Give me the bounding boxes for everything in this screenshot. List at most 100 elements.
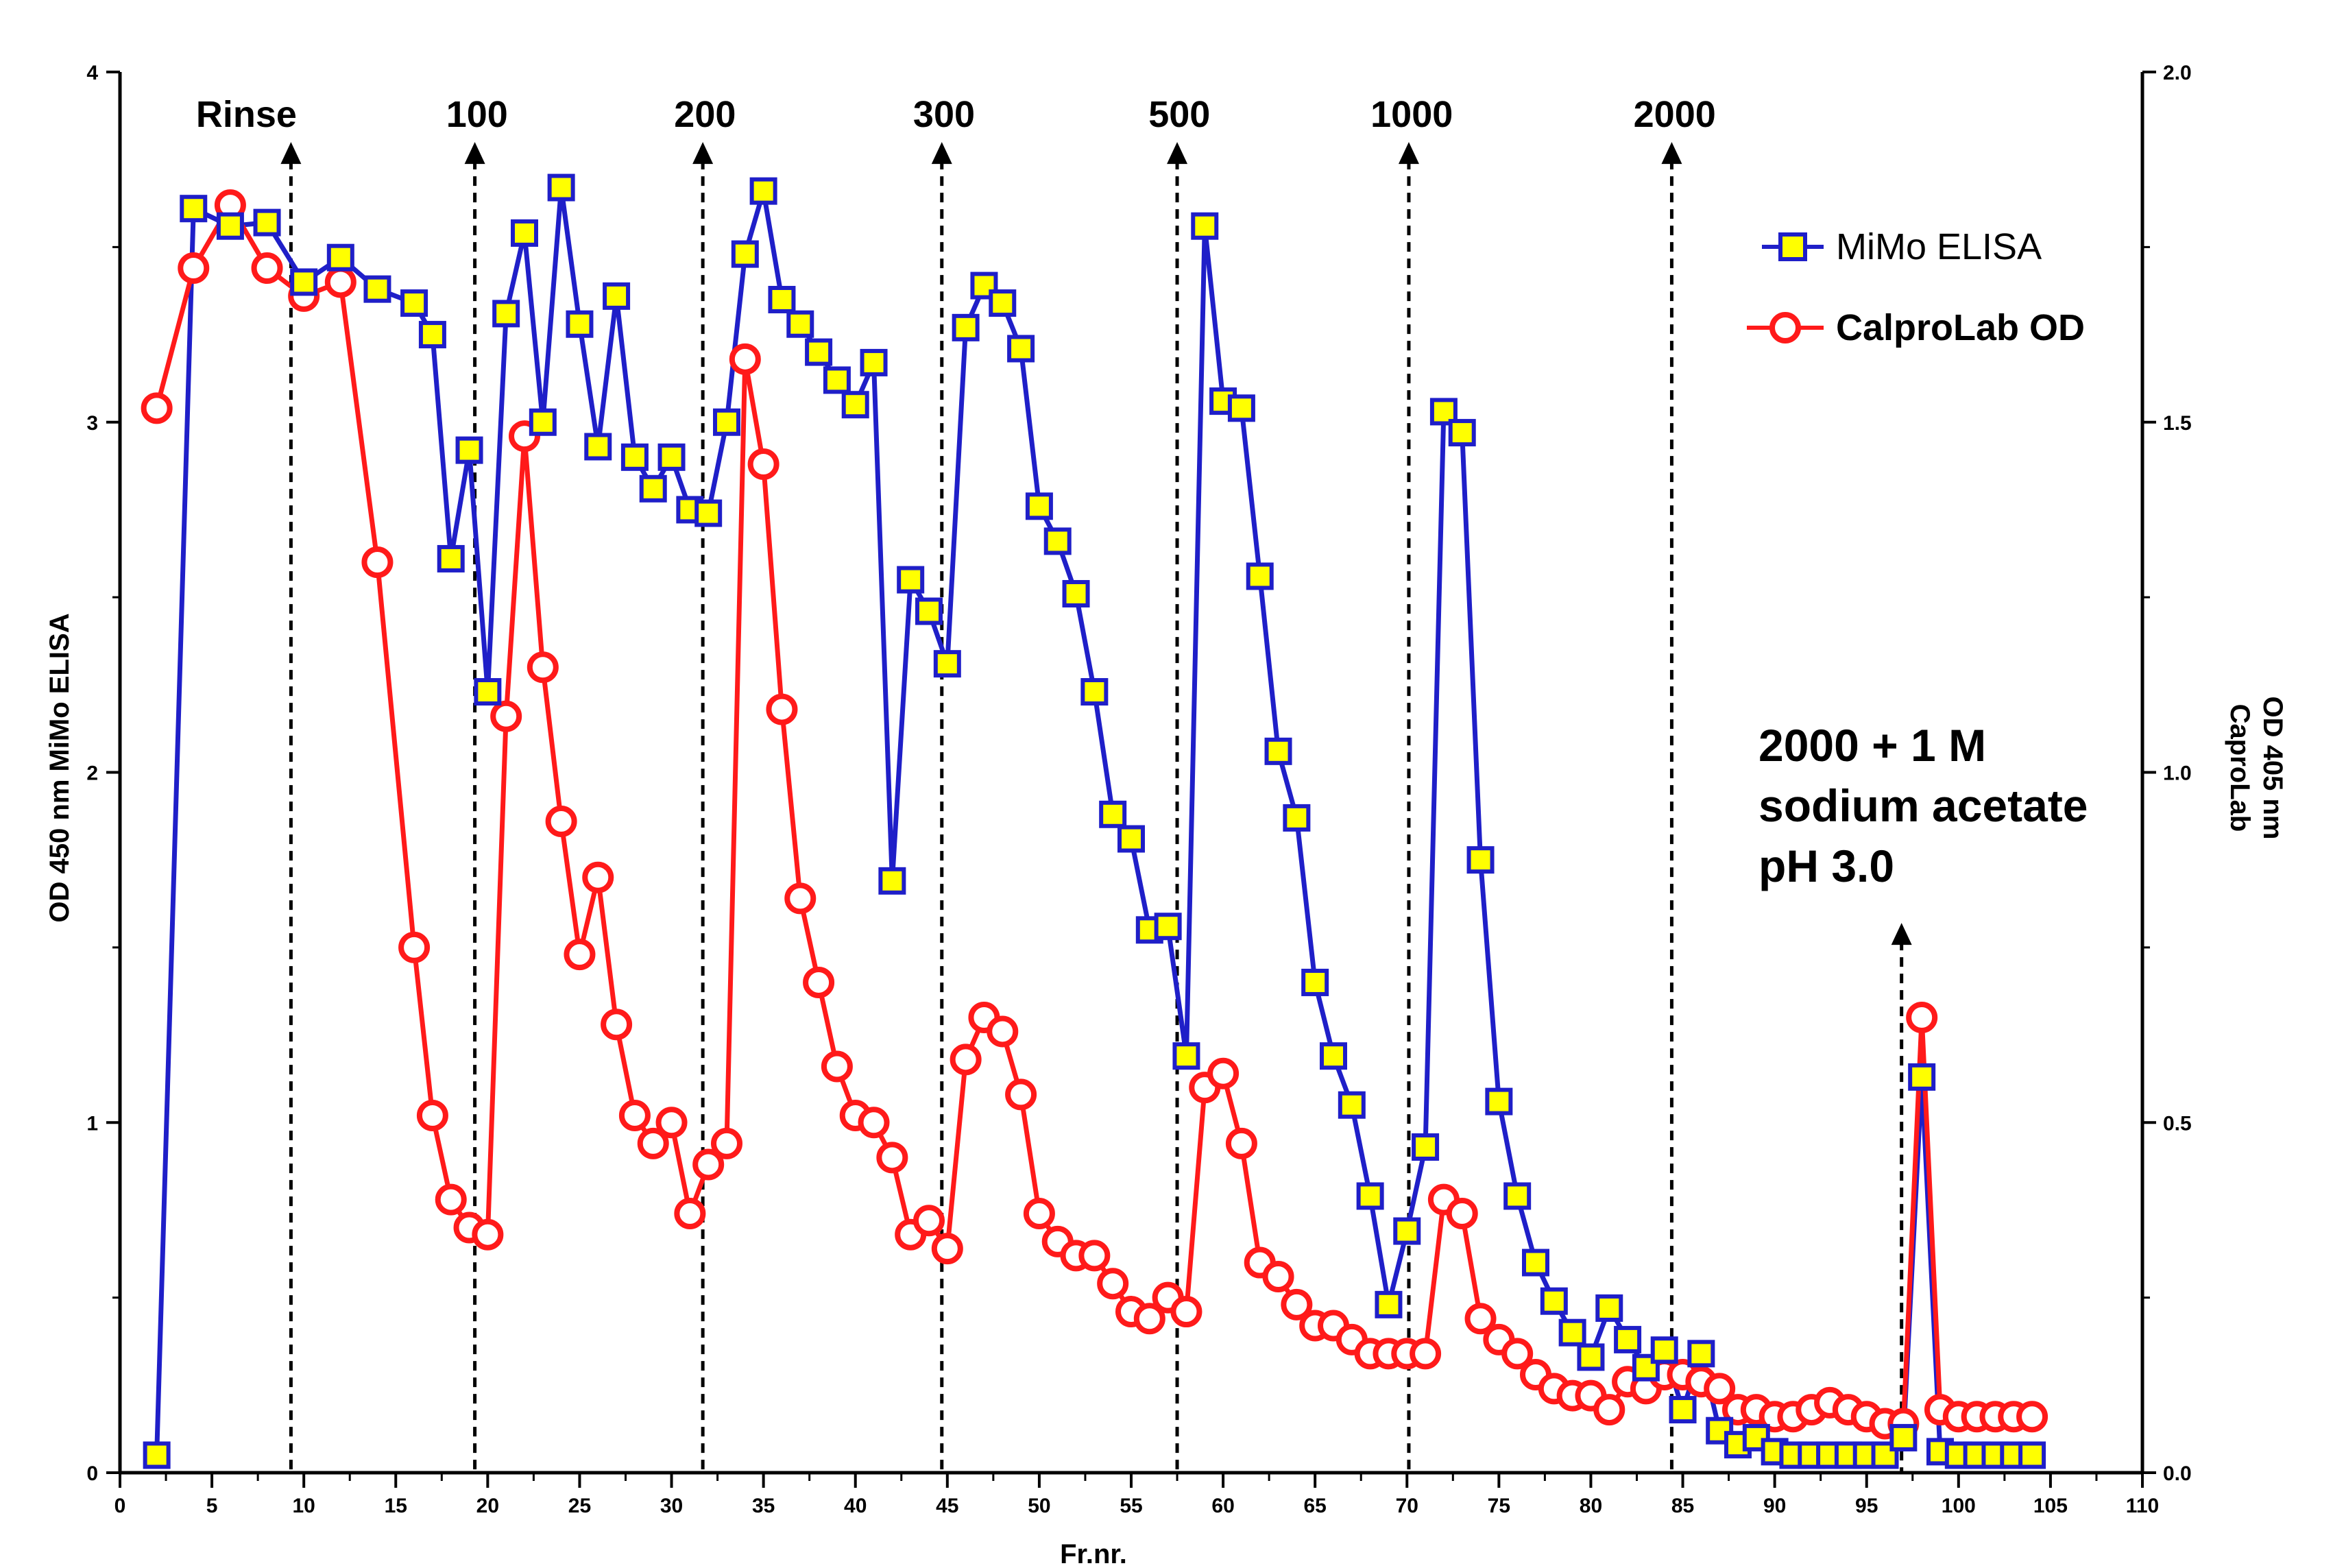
annotation-label: 200 (674, 94, 736, 135)
calpro-point (1262, 1260, 1294, 1292)
mimo-point (1062, 580, 1090, 608)
mimo-point (1025, 492, 1053, 520)
y-left-tick-label: 4 (86, 62, 98, 84)
calpro-point (858, 1107, 890, 1139)
mimo-point (1117, 825, 1145, 853)
x-tick-label: 110 (2126, 1495, 2159, 1517)
annotation-arrow-head (1661, 142, 1682, 165)
calpro-point (931, 1233, 963, 1265)
mimo-point (786, 310, 814, 338)
annotation-label: 500 (1148, 94, 1210, 135)
mimo-point (731, 240, 759, 268)
calpro-point (416, 1100, 448, 1132)
calpro-point (1906, 1002, 1938, 1034)
legend-marker-mimo (1778, 232, 1807, 261)
mimo-point (860, 348, 888, 376)
mimo-point (639, 474, 667, 503)
calpro-point (618, 1100, 651, 1132)
mimo-point (511, 219, 538, 247)
calpro-point (1207, 1057, 1240, 1089)
mimo-point (1393, 1217, 1421, 1245)
mimo-point (1871, 1441, 1899, 1469)
x-tick-label: 80 (1580, 1495, 1602, 1517)
x-tick-label: 30 (660, 1495, 683, 1517)
mimo-point (841, 391, 869, 419)
x-tick-label: 100 (1942, 1495, 1976, 1517)
calpro-point (784, 882, 817, 915)
y-right-tick-label: 1.0 (2163, 762, 2192, 785)
mimo-point (694, 499, 723, 527)
x-tick-label: 105 (2033, 1495, 2068, 1517)
mimo-point (290, 268, 318, 296)
mimo-point (989, 289, 1017, 317)
x-tick-label: 20 (476, 1495, 499, 1517)
mimo-point (437, 544, 465, 572)
calpro-point (1005, 1078, 1037, 1111)
x-tick-label: 0 (114, 1495, 126, 1517)
calpro-point (1023, 1198, 1055, 1230)
y-right-tick-label: 0.5 (2163, 1112, 2192, 1135)
annotation-arrow-head (692, 142, 714, 165)
calpro-point (582, 861, 614, 893)
mimo-point (216, 212, 244, 240)
mimo-point (1172, 1042, 1200, 1070)
calpro-point (435, 1183, 467, 1216)
mimo-point (1191, 212, 1219, 240)
mimo-point (1080, 678, 1109, 706)
calpro-point (490, 700, 522, 732)
x-tick-label: 10 (292, 1495, 315, 1517)
x-tick-label: 25 (568, 1495, 591, 1517)
mimo-point (1522, 1249, 1549, 1277)
calpro-point (472, 1218, 504, 1251)
calpro-point (398, 931, 431, 963)
y-left-tick-label: 2 (86, 762, 98, 785)
x-tick-label: 60 (1211, 1495, 1234, 1517)
mimo-point (1099, 800, 1127, 828)
mimo-point (1338, 1091, 1366, 1119)
mimo-point (492, 300, 520, 328)
calpro-point (141, 392, 173, 424)
annotation-label: 2000 (1634, 94, 1716, 135)
y-left-tick-label: 3 (86, 412, 98, 435)
y-right-tick-label: 0.0 (2163, 1462, 2192, 1485)
calpro-point (1704, 1373, 1736, 1405)
mimo-point (1889, 1423, 1918, 1451)
calpro-point (1170, 1296, 1202, 1328)
y-left-tick-label: 1 (86, 1112, 98, 1135)
mimo-point (1558, 1318, 1586, 1347)
mimo-point (529, 408, 557, 436)
mimo-point (603, 282, 631, 310)
calpro-point (692, 1148, 725, 1181)
mimo-point (547, 173, 575, 202)
mimo-point (1650, 1336, 1678, 1364)
calpro-point (361, 546, 394, 579)
x-tick-label: 5 (206, 1495, 218, 1517)
mimo-point (657, 443, 686, 471)
calpro-point (876, 1142, 908, 1174)
x-tick-label: 95 (1855, 1495, 1878, 1517)
mimo-point (1264, 737, 1292, 765)
mimo-point (1577, 1343, 1605, 1371)
big-annotation: 2000 + 1 M sodium acetate pH 3.0 (1758, 720, 2088, 891)
legend-label-mimo: MiMo ELISA (1836, 226, 2042, 267)
calpro-point (1464, 1303, 1497, 1335)
calpro-point (711, 1127, 742, 1159)
mimo-point (1154, 913, 1182, 941)
mimo-point (474, 678, 502, 706)
mimo-point (1595, 1294, 1623, 1322)
y-left-tick-label: 0 (86, 1462, 98, 1485)
mimo-point (1301, 968, 1329, 996)
mimo-point (253, 208, 281, 237)
calpro-point (1501, 1338, 1534, 1370)
x-tick-label: 75 (1488, 1495, 1510, 1517)
calpro-point (601, 1009, 633, 1041)
calpro-point (564, 939, 596, 971)
mimo-point (1412, 1133, 1440, 1161)
annotation-arrow-head (1167, 142, 1188, 165)
mimo-point (1246, 562, 1274, 590)
calpro-point (729, 343, 761, 375)
mimo-point (180, 195, 208, 223)
x-tick-label: 50 (1028, 1495, 1050, 1517)
mimo-point (418, 321, 446, 349)
